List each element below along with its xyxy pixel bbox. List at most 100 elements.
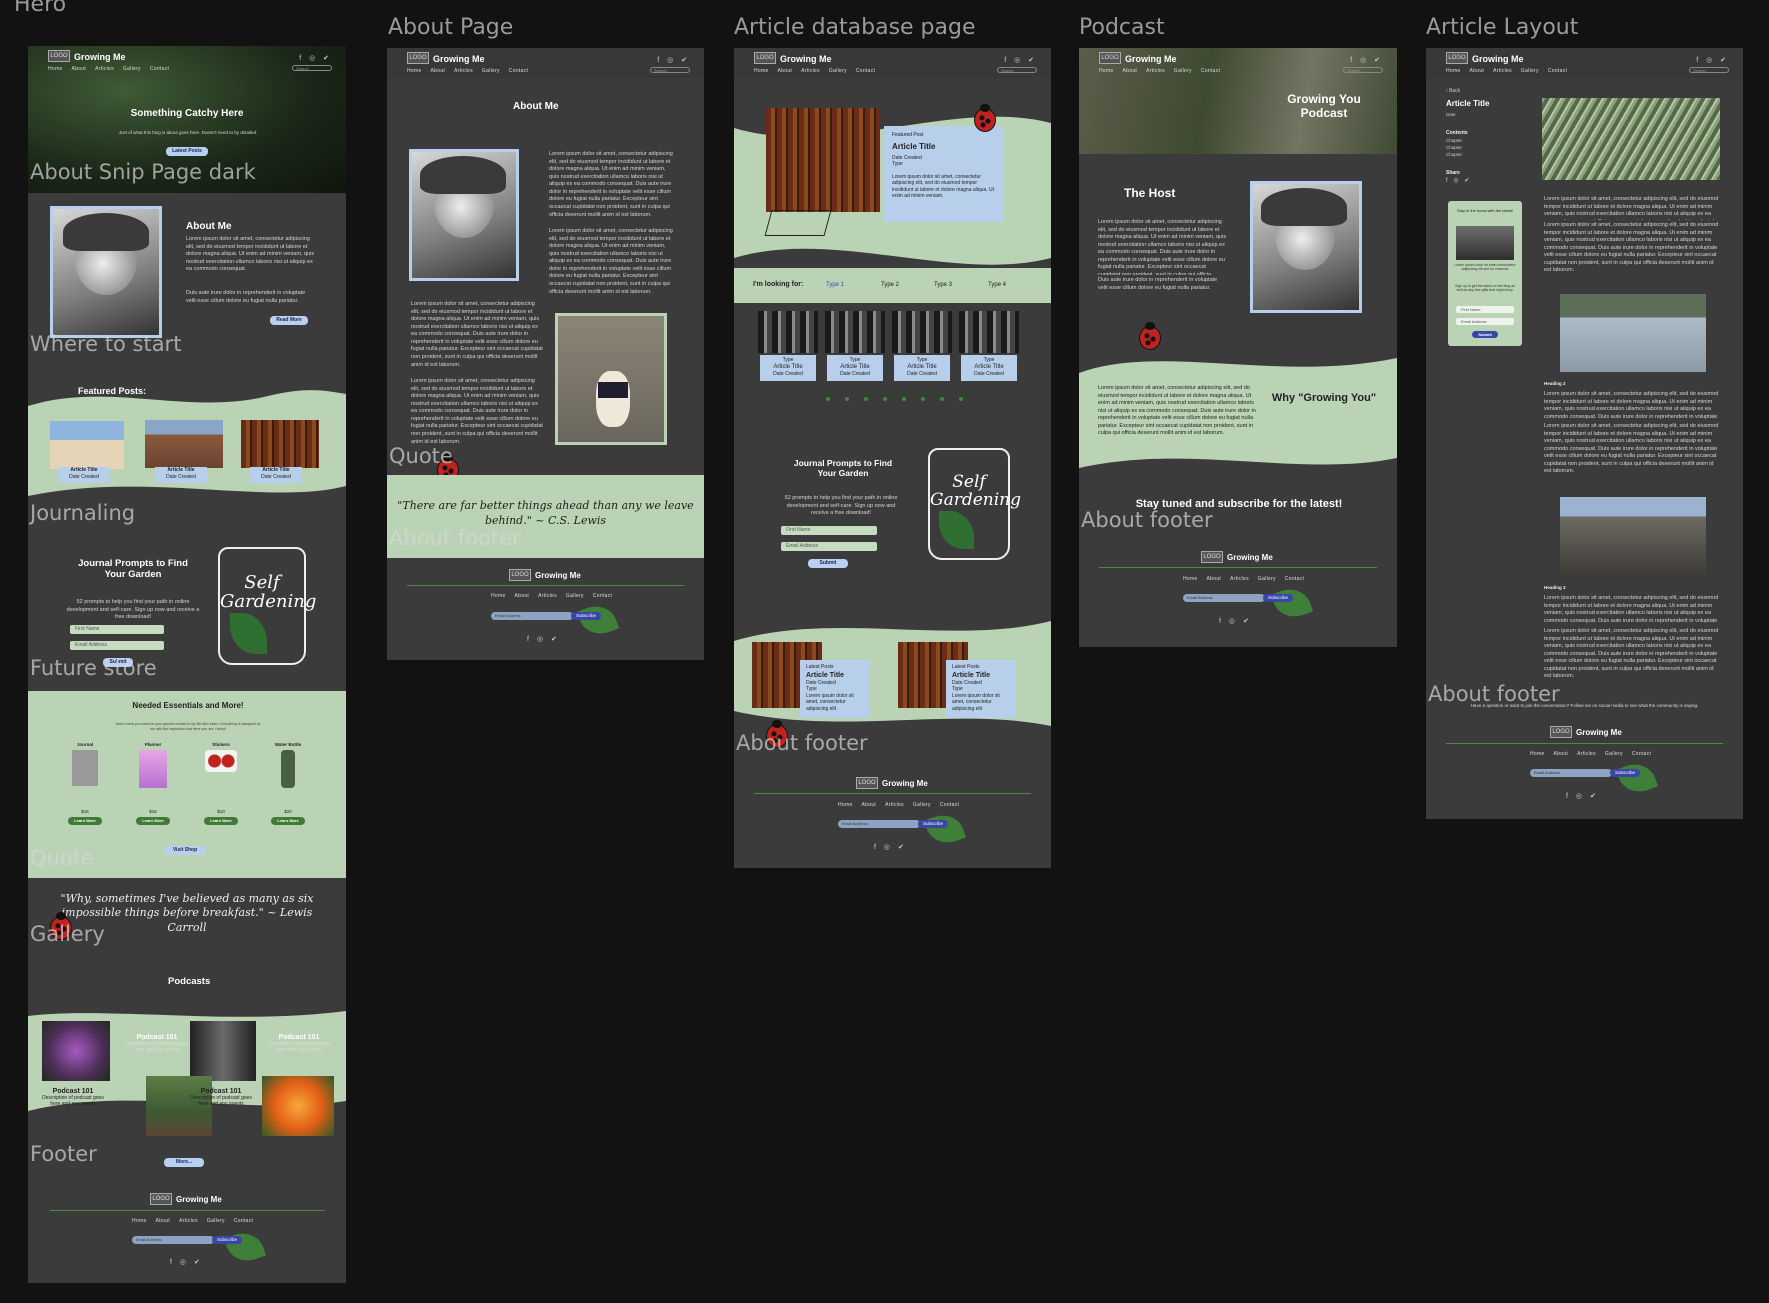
logo[interactable]: LOGO — [1446, 52, 1468, 64]
podcast-item-2[interactable]: Podcast 101 Description of podcast goes h… — [264, 1034, 334, 1053]
frame-label-article-layout[interactable]: Article Layout — [1426, 15, 1579, 40]
footer-nav-home[interactable]: Home — [1183, 576, 1198, 582]
filter-type-2[interactable]: Type 2 — [881, 282, 900, 288]
footer-nav-home[interactable]: Home — [838, 802, 853, 808]
section-label-about-snip[interactable]: About Snip Page dark — [30, 160, 256, 184]
footer-nav-contact[interactable]: Contact — [939, 802, 960, 808]
footer-nav-about[interactable]: About — [1553, 751, 1569, 757]
nav-contact[interactable]: Contact — [1200, 68, 1221, 74]
filter-type-4[interactable]: Type 4 — [988, 282, 1007, 288]
first-name-field[interactable]: First Name — [70, 625, 164, 634]
frame-label-about[interactable]: About Page — [388, 15, 514, 40]
footer-social-icons[interactable]: f ◎ ✔ — [1566, 793, 1599, 800]
footer-nav-about[interactable]: About — [514, 593, 530, 599]
footer-nav-gallery[interactable]: Gallery — [206, 1218, 225, 1224]
footer-subscribe-button[interactable]: Subscribe — [1263, 594, 1293, 602]
footer-nav-gallery[interactable]: Gallery — [1257, 576, 1276, 582]
nav-gallery[interactable]: Gallery — [1520, 68, 1539, 74]
footer-brand[interactable]: Growing Me — [176, 1195, 222, 1204]
nav-gallery[interactable]: Gallery — [1173, 68, 1192, 74]
submit-button[interactable]: Submit — [808, 559, 848, 568]
latest-posts-button[interactable]: Latest Posts — [166, 147, 208, 156]
chapter-1[interactable]: Chapter — [1446, 138, 1463, 143]
footer-nav-gallery[interactable]: Gallery — [1604, 751, 1623, 757]
search-input[interactable]: Search — [1689, 67, 1729, 73]
chapter-3[interactable]: Chapter — [1446, 152, 1463, 157]
footer-subscribe-button[interactable]: Subscribe — [918, 820, 948, 828]
footer-email-input[interactable]: Email Address — [838, 820, 920, 828]
footer-nav-about[interactable]: About — [155, 1218, 171, 1224]
filter-type-1[interactable]: Type 1 — [826, 282, 845, 288]
footer-nav-gallery[interactable]: Gallery — [565, 593, 584, 599]
social-icons[interactable]: f ◎ ✔ — [1004, 57, 1037, 64]
section-label-quote[interactable]: Quote — [30, 846, 94, 870]
brand-name[interactable]: Growing Me — [433, 54, 485, 64]
product-planner[interactable]: Planner $15 Learn More — [131, 742, 175, 828]
footer-logo[interactable]: LOGO — [1201, 551, 1223, 563]
section-label-about-footer[interactable]: About footer — [736, 731, 868, 755]
search-input[interactable]: Search — [650, 67, 690, 73]
brand-name[interactable]: Growing Me — [780, 54, 832, 64]
nav-articles[interactable]: Articles — [1493, 68, 1512, 74]
nav-gallery[interactable]: Gallery — [828, 68, 847, 74]
section-label-journaling[interactable]: Journaling — [30, 501, 136, 525]
pagination-dot[interactable] — [959, 397, 963, 401]
section-label-quote[interactable]: Quote — [389, 444, 453, 468]
first-name-field[interactable]: First Name — [781, 526, 877, 535]
brand-name[interactable]: Growing Me — [1472, 54, 1524, 64]
nav-home[interactable]: Home — [1446, 68, 1461, 74]
pagination-dot[interactable] — [864, 397, 868, 401]
more-button[interactable]: More... — [164, 1158, 204, 1167]
logo[interactable]: LOGO — [1099, 52, 1121, 64]
sidebar-submit[interactable]: Submit — [1472, 331, 1498, 338]
email-field[interactable]: Email Address — [70, 641, 164, 650]
footer-subscribe-button[interactable]: Subscribe — [571, 612, 601, 620]
footer-social-icons[interactable]: f ◎ ✔ — [874, 844, 907, 851]
footer-nav-contact[interactable]: Contact — [233, 1218, 254, 1224]
latest-post-card-1[interactable]: Latest Posts Article Title Date Created … — [800, 660, 870, 718]
footer-logo[interactable]: LOGO — [150, 1193, 172, 1205]
search-input[interactable]: Search — [292, 65, 332, 71]
nav-home[interactable]: Home — [407, 68, 422, 74]
footer-nav-articles[interactable]: Articles — [1577, 751, 1596, 757]
footer-nav-contact[interactable]: Contact — [1284, 576, 1305, 582]
nav-contact[interactable]: Contact — [855, 68, 876, 74]
search-input[interactable]: Search — [1343, 67, 1383, 73]
pagination-dot[interactable] — [826, 397, 830, 401]
nav-about[interactable]: About — [71, 66, 87, 72]
social-icons[interactable]: f ◎ ✔ — [1350, 57, 1383, 64]
footer-logo[interactable]: LOGO — [1550, 726, 1572, 738]
podcast-item-1[interactable]: Podcast 101 Description of podcast goes h… — [122, 1034, 192, 1053]
nav-about[interactable]: About — [1122, 68, 1138, 74]
footer-brand[interactable]: Growing Me — [1227, 553, 1273, 562]
logo[interactable]: LOGO — [48, 50, 70, 62]
footer-nav-contact[interactable]: Contact — [1631, 751, 1652, 757]
learn-more-button[interactable]: Learn More — [68, 817, 102, 825]
footer-logo[interactable]: LOGO — [509, 569, 531, 581]
product-journal[interactable]: Journal $15 Learn More — [63, 742, 107, 828]
article-layout-frame[interactable]: LOGO Growing Me Home About Articles Gallery… — [1426, 48, 1743, 819]
nav-gallery[interactable]: Gallery — [481, 68, 500, 74]
nav-gallery[interactable]: Gallery — [122, 66, 141, 72]
latest-post-card-2[interactable]: Latest Posts Article Title Date Created … — [946, 660, 1016, 718]
footer-nav-articles[interactable]: Articles — [538, 593, 557, 599]
footer-nav-articles[interactable]: Articles — [179, 1218, 198, 1224]
pagination-dot[interactable] — [940, 397, 944, 401]
section-label-about-footer[interactable]: About footer — [389, 526, 521, 550]
footer-nav-about[interactable]: About — [861, 802, 877, 808]
footer-social-icons[interactable]: f ◎ ✔ — [527, 636, 560, 643]
nav-about[interactable]: About — [1469, 68, 1485, 74]
logo[interactable]: LOGO — [407, 52, 429, 64]
podcast-item-3[interactable]: Podcast 101 Description of podcast goes h… — [40, 1088, 106, 1107]
back-link[interactable]: ‹ Back — [1446, 88, 1460, 94]
footer-nav-about[interactable]: About — [1206, 576, 1222, 582]
nav-about[interactable]: About — [777, 68, 793, 74]
footer-email-input[interactable]: Email Address — [1530, 769, 1612, 777]
brand-name[interactable]: Growing Me — [1125, 54, 1177, 64]
section-label-about-footer[interactable]: About footer — [1081, 508, 1213, 532]
footer-nav-gallery[interactable]: Gallery — [912, 802, 931, 808]
search-input[interactable]: Search — [997, 67, 1037, 73]
footer-social-icons[interactable]: f ◎ ✔ — [170, 1259, 203, 1266]
footer-social-icons[interactable]: f ◎ ✔ — [1219, 618, 1252, 625]
brand-name[interactable]: Growing Me — [74, 52, 126, 62]
